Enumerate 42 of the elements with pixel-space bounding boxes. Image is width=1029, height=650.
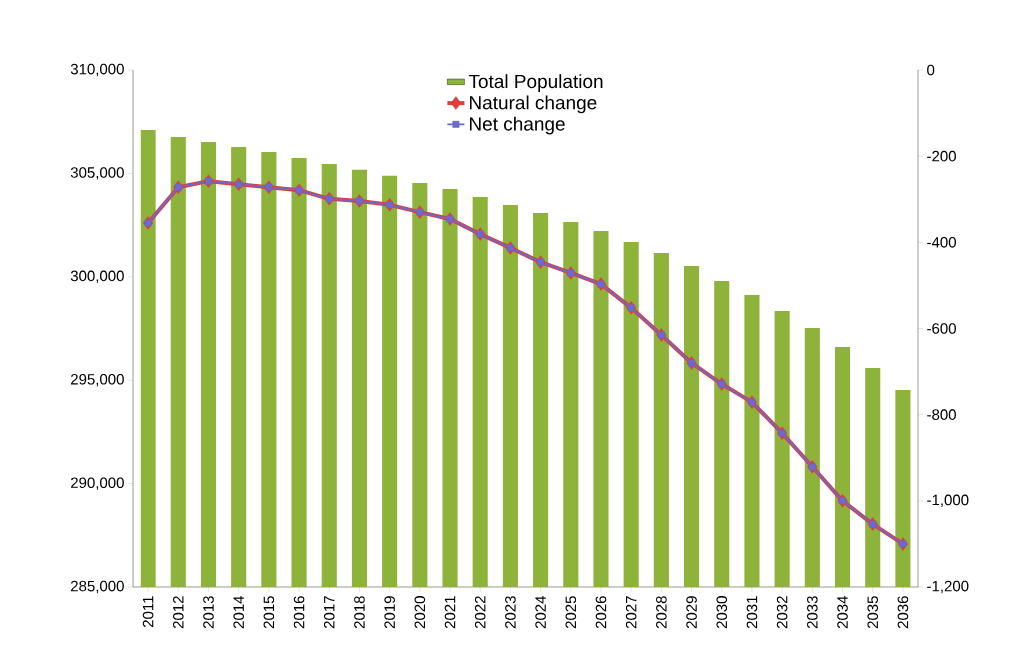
x-tick-label: 2016	[293, 596, 305, 629]
y2-tick-label: -1,200	[927, 580, 969, 594]
x-tick-label: 2017	[323, 596, 335, 629]
x-tick-label: 2031	[746, 596, 758, 629]
x-tick-label: 2029	[686, 596, 697, 629]
x-tick-label: 2027	[625, 596, 637, 629]
y2-tick-label: -600	[927, 323, 956, 334]
x-tick-label: 2036	[897, 596, 909, 629]
x-tick-label: 2018	[354, 596, 365, 629]
x-tick-label: 2020	[414, 596, 426, 629]
y-tick-label: 305,000	[70, 167, 124, 180]
y-tick-label: 310,000	[70, 63, 124, 77]
y-tick-label: 285,000	[71, 580, 124, 594]
x-tick-label: 2023	[505, 596, 516, 629]
x-tick-label: 2014	[233, 595, 244, 629]
y2-tick-label: -200	[927, 150, 956, 162]
legend-label: Natural change	[469, 95, 597, 114]
y2-tick-label: -400	[927, 237, 956, 248]
x-tick-label: 2026	[595, 596, 607, 629]
x-tick-label: 2025	[565, 596, 577, 629]
x-tick-label: 2035	[867, 596, 879, 629]
legend-label: Total Population	[468, 74, 603, 92]
x-tick-label: 2022	[474, 596, 486, 629]
x-tick-label: 2015	[263, 596, 275, 629]
y-tick-label: 290,000	[71, 477, 124, 490]
x-tick-label: 2024	[535, 595, 546, 629]
x-tick-label: 2011	[142, 596, 154, 628]
y2-tick-label: 0	[927, 64, 935, 76]
x-tick-label: 2019	[384, 596, 395, 629]
x-tick-label: 2013	[203, 596, 214, 629]
x-tick-label: 2012	[172, 596, 184, 629]
x-tick-label: 2021	[444, 596, 456, 629]
x-tick-label: 2033	[807, 596, 818, 629]
x-tick-label: 2034	[837, 595, 848, 629]
y2-tick-label: -800	[927, 409, 956, 420]
x-tick-label: 2032	[776, 596, 788, 629]
x-tick-label: 2028	[656, 596, 667, 629]
legend-label: Net change	[469, 116, 565, 135]
x-tick-label: 2030	[716, 596, 728, 629]
y2-tick-label: -1,000	[927, 494, 969, 508]
y-tick-label: 295,000	[71, 373, 124, 387]
y-tick-label: 300,000	[70, 270, 124, 283]
